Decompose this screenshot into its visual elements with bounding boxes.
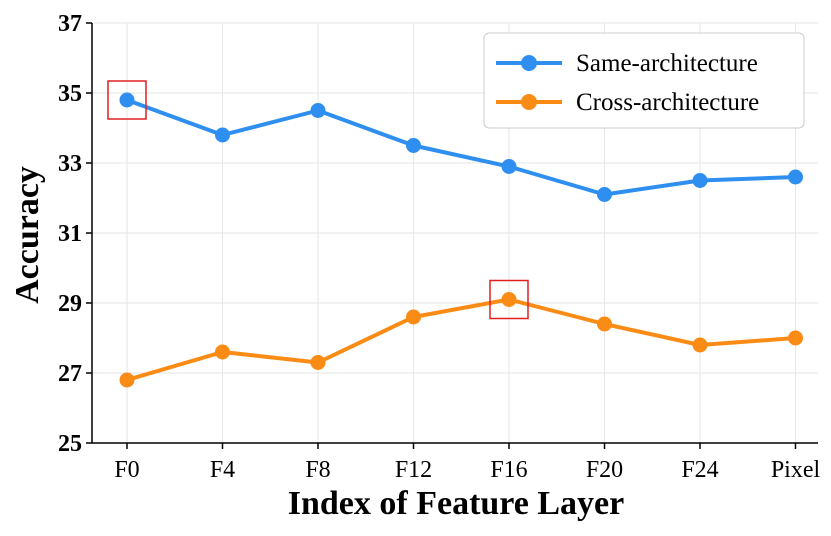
data-point (597, 187, 612, 202)
data-point (119, 372, 135, 388)
x-tick-label: F12 (395, 457, 432, 483)
legend-marker-cross (521, 94, 537, 110)
x-tick-label: Pixel (771, 457, 821, 483)
data-point (406, 309, 421, 325)
data-point (501, 292, 517, 307)
legend-label-same: Same-architecture (576, 50, 758, 77)
highlight-box (489, 279, 529, 320)
x-tick-label: F24 (681, 457, 718, 483)
legend-label-cross: Cross-architecture (576, 89, 759, 116)
legend-frame (483, 32, 805, 129)
series-line (126, 297, 796, 382)
highlight-group (107, 80, 529, 320)
axes (86, 22, 818, 449)
x-tick-label: F16 (490, 457, 527, 483)
y-tick-label: 25 (58, 431, 82, 457)
series-line (126, 98, 796, 197)
y-tick-label: 35 (58, 81, 82, 107)
highlight-box (107, 80, 147, 120)
x-tick-label: F20 (586, 457, 623, 483)
series-group (119, 92, 803, 388)
y-tick-label: 29 (58, 291, 82, 317)
data-point (406, 138, 421, 153)
x-tick-label: F0 (114, 457, 139, 483)
data-point (310, 103, 326, 118)
y-axis-title: Accuracy (9, 166, 46, 304)
y-tick-label: 27 (58, 361, 82, 387)
data-point (119, 92, 135, 108)
x-tick-label: F8 (305, 457, 330, 483)
data-point (501, 159, 517, 174)
y-tick-label: 37 (58, 11, 82, 37)
data-point (692, 337, 708, 353)
data-point (215, 127, 230, 143)
x-axis-title: Index of Feature Layer (288, 485, 624, 522)
y-tick-label: 31 (58, 221, 82, 247)
data-point (788, 169, 803, 185)
data-point (788, 330, 803, 346)
data-point (310, 355, 326, 370)
legend: Same-architecture Cross-architecture (483, 32, 805, 129)
data-point (692, 173, 708, 188)
x-tick-label: F4 (210, 457, 235, 483)
data-point (215, 344, 230, 360)
tick-labels: 25 27 29 31 33 35 37 F0 F4 F8 F12 F16 F20 F24 Pixel (58, 11, 820, 483)
y-tick-label: 33 (58, 151, 82, 177)
data-point (597, 316, 612, 332)
legend-marker-same (521, 55, 537, 71)
